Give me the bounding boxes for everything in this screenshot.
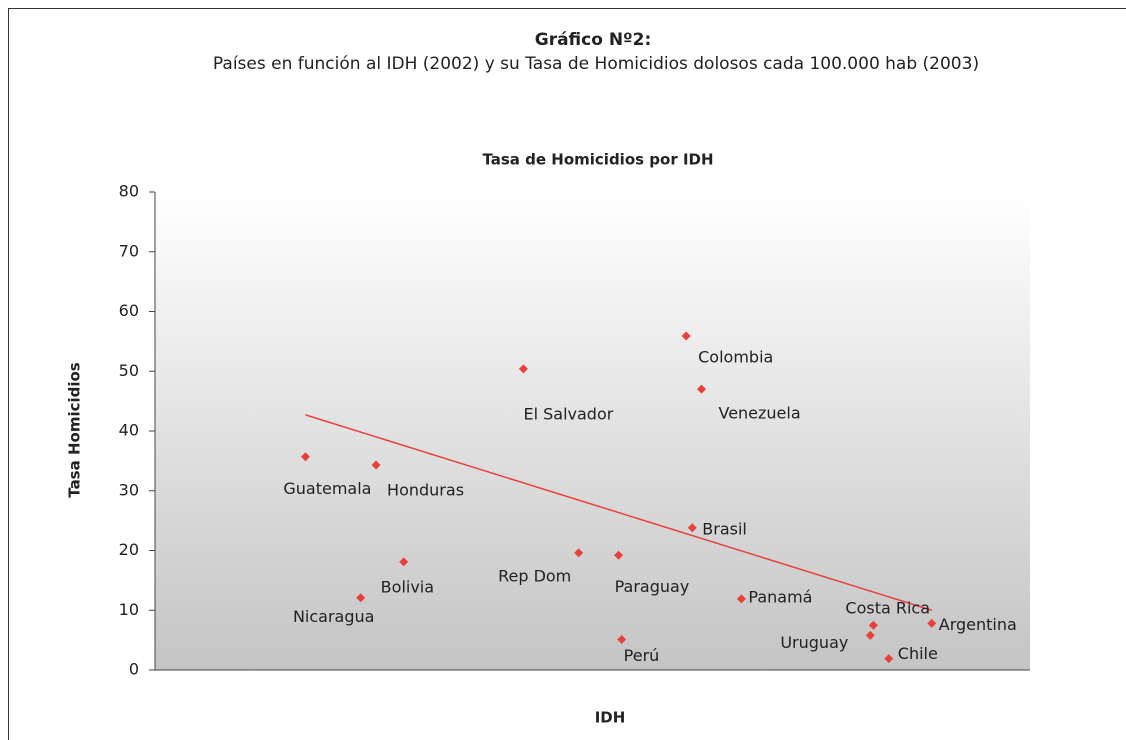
y-tick-label: 40	[119, 421, 139, 440]
point	[868, 620, 878, 630]
trend-line	[305, 414, 932, 611]
point-label: Perú	[624, 646, 660, 665]
title: Gráfico Nº2:	[535, 30, 652, 50]
point-label: Chile	[898, 644, 938, 663]
point-label: Costa Rica	[845, 599, 930, 618]
point-label: Rep Dom	[498, 566, 571, 585]
point-label: Uruguay	[780, 633, 848, 652]
point	[884, 654, 894, 664]
point-label: El Salvador	[523, 404, 613, 423]
chart-title: Tasa de Homicidios por IDH	[482, 151, 713, 169]
point-label: Honduras	[387, 481, 464, 500]
point-label: Panamá	[748, 587, 812, 606]
y-tick-label: 80	[119, 182, 139, 201]
plot-area	[155, 192, 1030, 670]
point	[617, 635, 627, 645]
x-axis-label: IDH	[595, 709, 626, 727]
y-tick-label: 60	[119, 301, 139, 320]
y-tick-label: 50	[119, 361, 139, 380]
point	[574, 548, 584, 558]
y-axis-label: Tasa Homicidios	[66, 362, 84, 498]
point-label: Argentina	[939, 615, 1017, 634]
point-label: Guatemala	[283, 479, 371, 498]
y-tick-label: 0	[129, 660, 139, 679]
y-tick-label: 10	[119, 600, 139, 619]
point	[399, 557, 409, 567]
point-label: Nicaragua	[293, 607, 375, 626]
point	[681, 331, 691, 341]
point	[371, 460, 381, 470]
point-label: Bolivia	[381, 577, 434, 596]
point	[300, 452, 310, 462]
point	[696, 384, 706, 394]
y-tick-label: 70	[119, 241, 139, 260]
point	[927, 618, 937, 628]
subtitle: Países en función al IDH (2002) y su Tas…	[213, 54, 979, 74]
point	[356, 593, 366, 603]
point-label: Venezuela	[718, 404, 800, 423]
point-label: Paraguay	[615, 577, 690, 596]
point-label: Colombia	[698, 347, 773, 366]
y-tick-label: 20	[119, 540, 139, 559]
point	[614, 550, 624, 560]
point-label: Brasil	[702, 519, 747, 538]
point	[687, 523, 697, 533]
y-tick-label: 30	[119, 480, 139, 499]
frame	[8, 8, 1126, 740]
point	[736, 594, 746, 604]
point	[865, 630, 875, 640]
point	[518, 364, 528, 374]
